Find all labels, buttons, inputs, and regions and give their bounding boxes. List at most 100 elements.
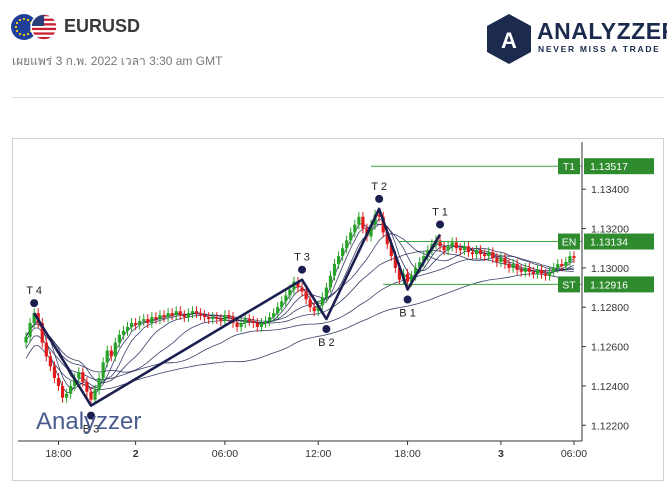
candle: [235, 318, 239, 332]
candle: [162, 310, 166, 322]
candle: [519, 264, 523, 277]
candle-body: [207, 317, 211, 320]
candle-body: [194, 311, 199, 314]
candle: [150, 312, 154, 328]
candle: [539, 264, 544, 279]
candle: [182, 310, 186, 322]
candle: [166, 308, 170, 322]
candle-body: [101, 362, 105, 379]
candle: [272, 308, 276, 322]
candle-body: [349, 232, 353, 241]
candle-body: [219, 319, 223, 322]
candle-body: [446, 246, 450, 251]
level-price-box: [584, 233, 654, 250]
candle: [129, 318, 134, 332]
candle-body: [162, 315, 166, 318]
candle-body: [142, 319, 146, 322]
candle: [450, 237, 454, 252]
candle: [52, 361, 57, 383]
level-tag-label: ST: [562, 279, 576, 291]
candle-body: [405, 273, 410, 282]
level-price-label: 1.12916: [590, 279, 628, 291]
candle-body: [324, 287, 328, 298]
candle-body: [466, 246, 471, 253]
candle-body: [564, 261, 568, 266]
candle: [353, 219, 357, 238]
candle: [243, 314, 247, 328]
candle: [462, 241, 466, 256]
pattern-point-label: T 3: [294, 252, 310, 264]
candle-body: [227, 315, 231, 318]
candle: [101, 357, 105, 383]
candle-body: [357, 216, 361, 225]
candle-body: [328, 275, 333, 288]
candle: [548, 266, 552, 281]
candle: [28, 318, 32, 342]
x-tick-label: 06:00: [212, 448, 238, 460]
candle-body: [531, 271, 535, 274]
candle: [186, 308, 190, 322]
candle: [125, 321, 130, 336]
candle: [211, 312, 215, 324]
pattern-point-label: B 3: [83, 424, 100, 436]
pattern-point-dot: [436, 220, 445, 229]
candle-body: [320, 297, 324, 306]
y-tick-label: 1.13400: [591, 184, 629, 196]
candle: [556, 259, 560, 273]
candle-body: [397, 267, 402, 280]
candle: [48, 351, 52, 372]
candle-body: [166, 313, 170, 318]
candle-body: [483, 254, 487, 257]
pattern-point-dot: [30, 299, 39, 308]
candle-body: [300, 287, 304, 292]
pattern-point-label: T 4: [26, 285, 42, 297]
candle-body: [267, 317, 272, 322]
candle: [239, 318, 243, 332]
candle: [304, 286, 308, 305]
candle-body: [125, 326, 130, 331]
candle-body: [81, 372, 85, 382]
candle: [134, 318, 138, 330]
candle: [336, 251, 341, 269]
logo-letter: A: [501, 28, 517, 53]
candle-body: [462, 246, 466, 251]
candle: [491, 247, 495, 263]
candle-body: [40, 322, 44, 343]
y-tick-label: 1.12200: [591, 420, 629, 432]
candle-body: [499, 258, 503, 262]
candle-body: [511, 263, 515, 268]
moving-average-line: [25, 233, 575, 384]
candle-body: [353, 224, 357, 233]
candle-body: [223, 315, 227, 322]
level-price-box: [584, 276, 654, 293]
candle: [227, 310, 231, 322]
candle-body: [515, 263, 519, 270]
candle-body: [560, 263, 564, 266]
candle-body: [304, 291, 308, 300]
candle: [60, 381, 65, 403]
moving-average-line: [25, 250, 575, 373]
candle: [113, 337, 117, 362]
candle: [560, 259, 564, 271]
candle-body: [539, 269, 544, 274]
candle: [341, 243, 345, 262]
candle: [190, 306, 195, 319]
level-price-label: 1.13517: [590, 161, 628, 173]
candle: [97, 373, 101, 395]
candle: [466, 241, 471, 258]
candle: [483, 249, 487, 262]
candle-body: [24, 336, 28, 343]
analyzzer-logo-icon: A: [487, 14, 531, 64]
candle: [320, 292, 324, 311]
candle: [73, 373, 77, 391]
candle: [121, 325, 126, 340]
candle: [81, 367, 85, 387]
candle: [215, 312, 219, 324]
candle-body: [495, 258, 499, 262]
candle-body: [284, 295, 288, 302]
level-tag-t1: [558, 158, 580, 175]
candle: [499, 253, 503, 267]
eu-us-flags-icon: [11, 13, 58, 41]
candle: [203, 310, 207, 322]
candle: [207, 312, 211, 324]
